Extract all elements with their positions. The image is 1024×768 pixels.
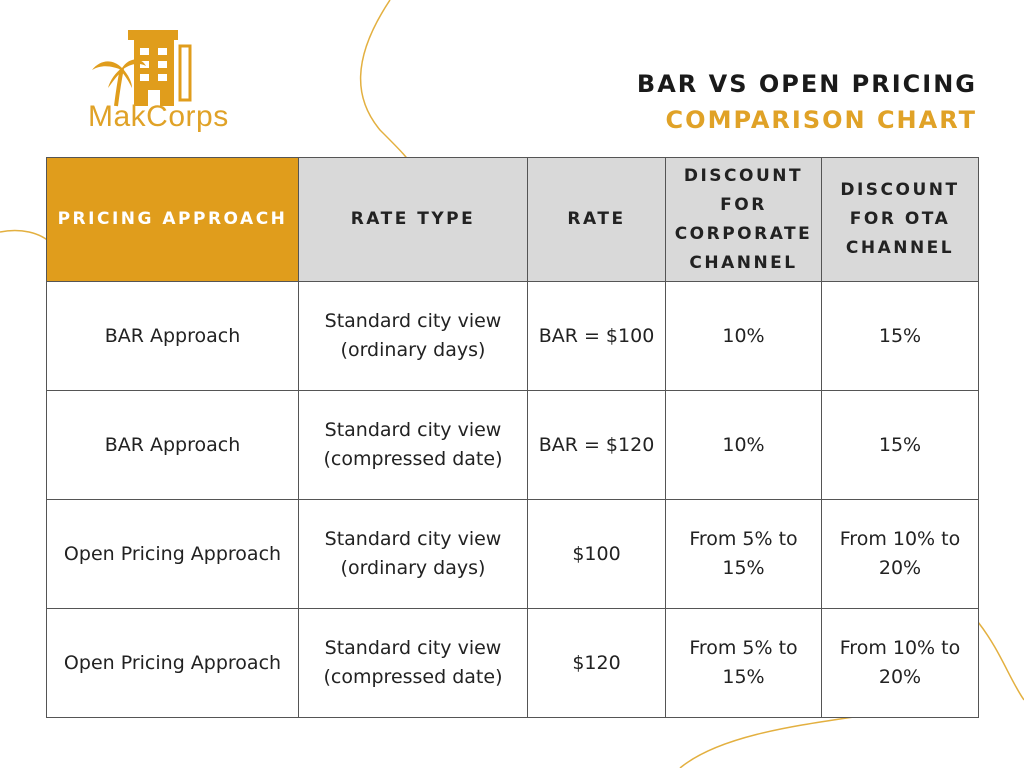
table-row: Open Pricing Approach Standard city view… [46,499,979,609]
title-line-1: BAR VS OPEN PRICING [636,70,977,98]
cell-pricing-approach: BAR Approach [46,390,299,500]
cell-rate-type: Standard city view (ordinary days) [298,499,528,609]
cell-pricing-approach: BAR Approach [46,281,299,391]
cell-pricing-approach: Open Pricing Approach [46,499,299,609]
page-title: BAR VS OPEN PRICING COMPARISON CHART [637,66,977,138]
cell-discount-corporate: From 5% to 15% [665,499,822,609]
title-line-2: COMPARISON CHART [665,106,977,134]
cell-discount-corporate: 10% [665,390,822,500]
cell-rate-type: Standard city view (ordinary days) [298,281,528,391]
cell-discount-ota: From 10% to 20% [821,608,979,718]
cell-rate-type: Standard city view (compressed date) [298,390,528,500]
comparison-table: PRICING APPROACH RATE TYPE RATE DISCOUNT… [46,157,979,718]
brand-name: MakCorps [88,100,229,133]
header-pricing-approach: PRICING APPROACH [46,157,299,282]
cell-discount-corporate: 10% [665,281,822,391]
cell-discount-ota: 15% [821,390,979,500]
hotel-palm-icon [92,30,192,107]
table-row: Open Pricing Approach Standard city view… [46,608,979,718]
header-rate: RATE [527,157,666,282]
cell-rate-type: Standard city view (compressed date) [298,608,528,718]
table-row: BAR Approach Standard city view (ordinar… [46,281,979,391]
header-rate-type: RATE TYPE [298,157,528,282]
cell-rate: $100 [527,499,666,609]
header-discount-corporate: DISCOUNT FOR CORPORATE CHANNEL [665,157,822,282]
cell-rate: $120 [527,608,666,718]
cell-discount-ota: From 10% to 20% [821,499,979,609]
cell-pricing-approach: Open Pricing Approach [46,608,299,718]
cell-discount-ota: 15% [821,281,979,391]
header-discount-ota: DISCOUNT FOR OTA CHANNEL [821,157,979,282]
cell-rate: BAR = $120 [527,390,666,500]
table-header-row: PRICING APPROACH RATE TYPE RATE DISCOUNT… [46,157,979,282]
cell-discount-corporate: From 5% to 15% [665,608,822,718]
cell-rate: BAR = $100 [527,281,666,391]
table-row: BAR Approach Standard city view (compres… [46,390,979,500]
